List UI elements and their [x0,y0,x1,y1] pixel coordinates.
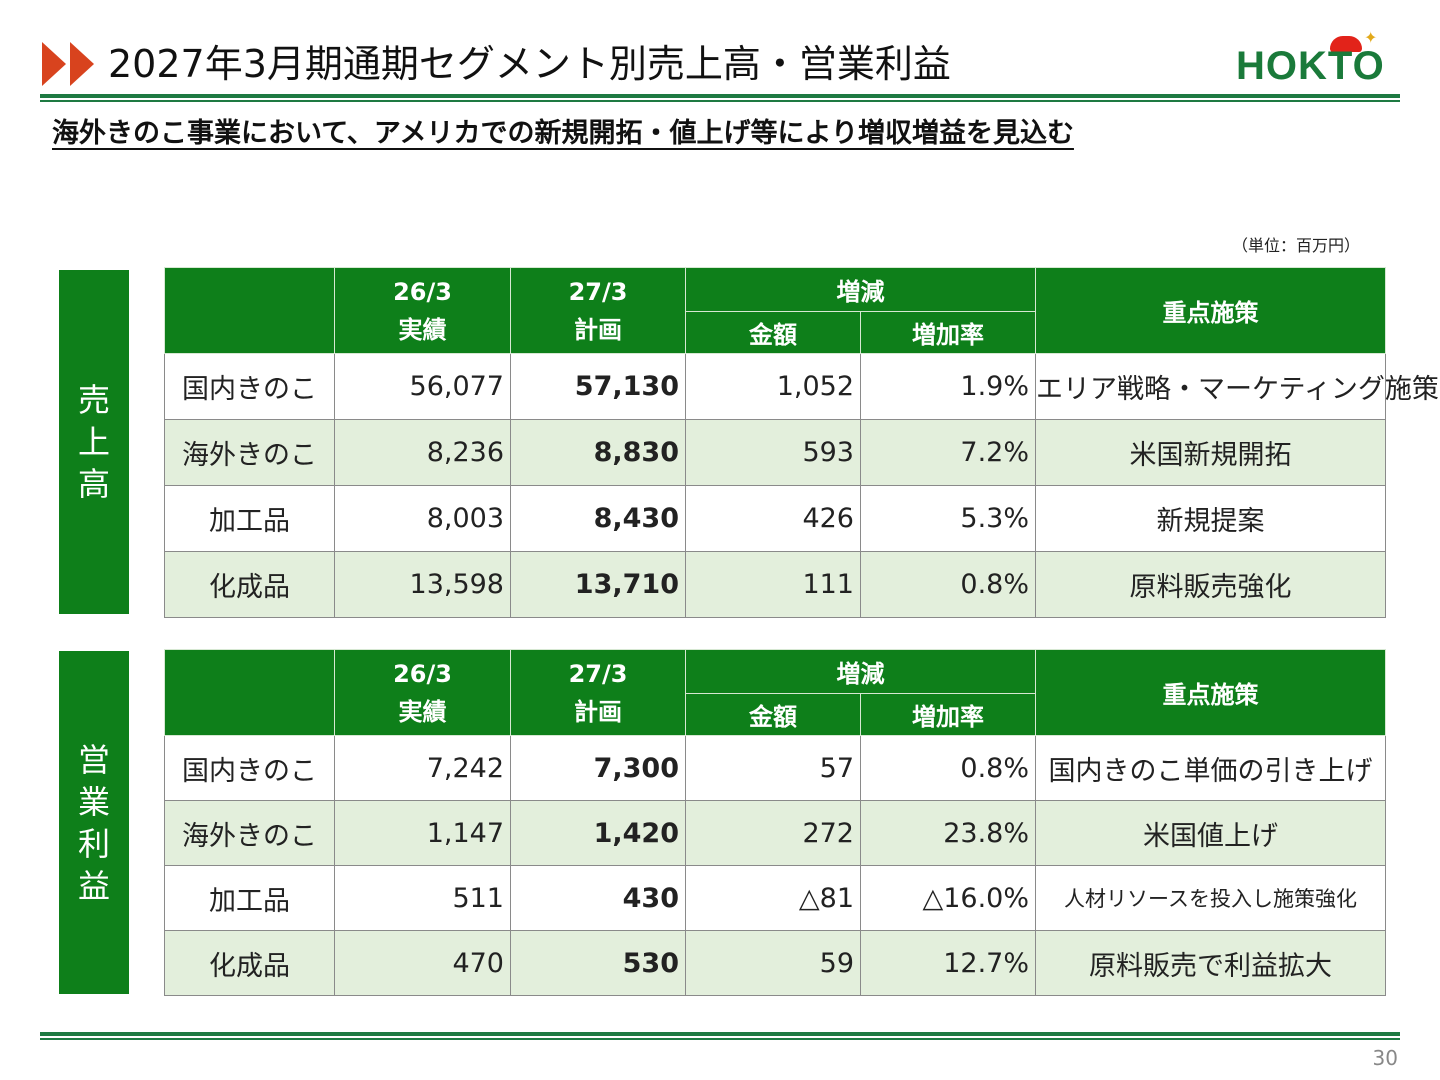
table-row: 加工品 8,003 8,430 426 5.3% 新規提案 [164,485,1386,552]
logo-text: HOKTO [1236,44,1385,88]
segment-name: 海外きのこ [164,419,335,486]
bottom-divider [40,1032,1400,1040]
actual-value: 1,147 [334,800,511,866]
header-policy: 重点施策 [1035,649,1386,736]
header-plan: 27/3 計画 [510,649,686,736]
header-amount: 金額 [685,311,861,354]
profit-label-char: 業 [77,782,110,821]
header-change: 増減 [685,267,1036,312]
top-divider [40,94,1400,102]
star-icon: ✦ [1364,28,1378,47]
header-actual: 26/3 実績 [334,649,511,736]
header-blank [164,649,335,736]
header-change: 増減 [685,649,1036,694]
plan-value: 7,300 [510,735,686,801]
plan-value: 1,420 [510,800,686,866]
table-subheader-row: 金額 増加率 [165,311,1386,354]
table-row: 海外きのこ 8,236 8,830 593 7.2% 米国新規開拓 [164,419,1386,486]
change-amount: 57 [685,735,861,801]
plan-value: 430 [510,865,686,931]
table-row: 化成品 470 530 59 12.7% 原料販売で利益拡大 [164,930,1386,996]
header-policy: 重点施策 [1035,267,1386,354]
page-title: 2027年3月期通期セグメント別売上高・営業利益 [108,42,951,86]
header-rate: 増加率 [860,311,1036,354]
sales-table: 26/3 実績 27/3 計画 増減 重点施策 金額 増加率 国内きのこ 56,07… [164,267,1439,618]
operating-profit-section-label: 営 業 利 益 [59,651,129,994]
mushroom-cap-icon [1330,36,1362,52]
header-amount: 金額 [685,693,861,736]
sales-label-char: 上 [77,423,110,461]
header-actual: 26/3 実績 [334,267,511,354]
sales-section-label: 売 上 高 [59,270,129,614]
actual-value: 511 [334,865,511,931]
subtitle: 海外きのこ事業において、アメリカでの新規開拓・値上げ等により増収増益を見込む [52,118,1074,149]
table-row: 加工品 511 430 △81 △16.0% 人材リソースを投入し施策強化 [164,865,1386,931]
double-arrow-icon [42,42,102,86]
actual-value: 13,598 [334,551,511,618]
profit-label-char: 益 [77,866,110,905]
profit-label-char: 利 [77,824,110,863]
header-blank [164,267,335,354]
profit-label-char: 営 [77,740,110,779]
change-amount: 272 [685,800,861,866]
segment-name: 加工品 [164,865,335,931]
table-subheader-row: 金額 増加率 [165,693,1386,736]
change-amount: 111 [685,551,861,618]
change-rate: 23.8% [860,800,1036,866]
policy-text: 人材リソースを投入し施策強化 [1035,865,1386,931]
change-amount: 1,052 [685,353,861,420]
table-row: 国内きのこ 7,242 7,300 57 0.8% 国内きのこ単価の引き上げ [164,735,1386,801]
change-amount: △81 [685,865,861,931]
policy-text: 新規提案 [1035,485,1386,552]
page-number: 30 [1372,1046,1398,1070]
change-rate: 5.3% [860,485,1036,552]
segment-name: 化成品 [164,930,335,996]
segment-name: 加工品 [164,485,335,552]
actual-value: 8,003 [334,485,511,552]
policy-text: エリア戦略・マーケティング施策 [1035,353,1439,420]
plan-value: 13,710 [510,551,686,618]
policy-text: 国内きのこ単価の引き上げ [1035,735,1386,801]
policy-text: 原料販売強化 [1035,551,1386,618]
table-row: 海外きのこ 1,147 1,420 272 23.8% 米国値上げ [164,800,1386,866]
change-rate: 0.8% [860,551,1036,618]
actual-value: 470 [334,930,511,996]
change-rate: 1.9% [860,353,1036,420]
segment-name: 国内きのこ [164,735,335,801]
policy-text: 原料販売で利益拡大 [1035,930,1386,996]
policy-text: 米国新規開拓 [1035,419,1386,486]
change-rate: △16.0% [860,865,1036,931]
change-rate: 7.2% [860,419,1036,486]
actual-value: 56,077 [334,353,511,420]
table-row: 国内きのこ 56,077 57,130 1,052 1.9% エリア戦略・マーケ… [164,353,1439,420]
segment-name: 化成品 [164,551,335,618]
change-amount: 593 [685,419,861,486]
header-rate: 増加率 [860,693,1036,736]
plan-value: 57,130 [510,353,686,420]
plan-value: 530 [510,930,686,996]
change-rate: 0.8% [860,735,1036,801]
sales-label-char: 高 [77,465,110,503]
segment-name: 国内きのこ [164,353,335,420]
header-plan: 27/3 計画 [510,267,686,354]
operating-profit-table: 26/3 実績 27/3 計画 増減 重点施策 金額 増加率 国内きのこ 7,242… [164,649,1386,996]
table-row: 化成品 13,598 13,710 111 0.8% 原料販売強化 [164,551,1386,618]
actual-value: 8,236 [334,419,511,486]
plan-value: 8,830 [510,419,686,486]
segment-name: 海外きのこ [164,800,335,866]
hokto-logo: ✦ HOKTO [1236,30,1392,89]
actual-value: 7,242 [334,735,511,801]
unit-note: （単位：百万円） [1231,236,1360,255]
change-amount: 426 [685,485,861,552]
plan-value: 8,430 [510,485,686,552]
table-header-row: 26/3 実績 27/3 計画 増減 重点施策 [164,267,1386,354]
policy-text: 米国値上げ [1035,800,1386,866]
change-rate: 12.7% [860,930,1036,996]
change-amount: 59 [685,930,861,996]
title-bar: 2027年3月期通期セグメント別売上高・営業利益 ✦ HOKTO [40,30,1400,92]
sales-label-char: 売 [77,381,110,419]
table-header-row: 26/3 実績 27/3 計画 増減 重点施策 [164,649,1386,736]
